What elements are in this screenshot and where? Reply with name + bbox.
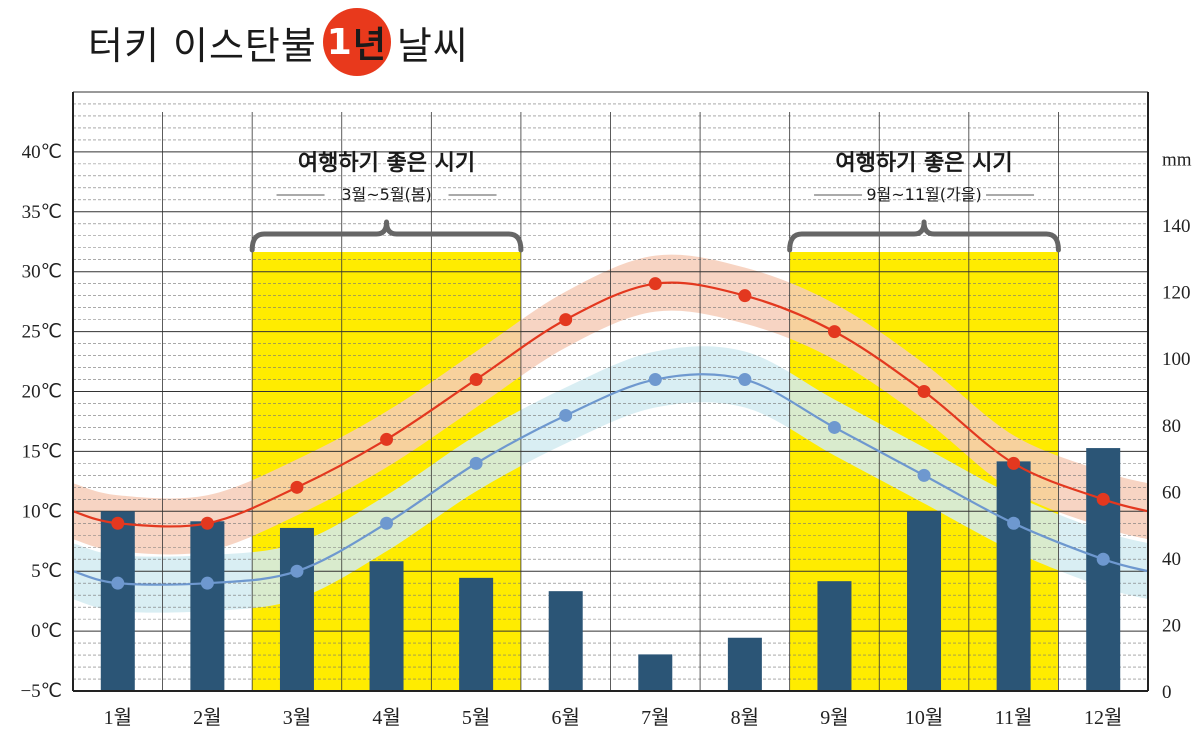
brace-bracket (249, 219, 524, 253)
precipitation-bar (1086, 448, 1121, 691)
title-badge-text: 년 (352, 25, 387, 66)
title-prefix: 터키 이스탄불 (88, 23, 317, 68)
temperature-point (559, 313, 573, 327)
temperature-point (827, 420, 841, 434)
bar-layer (100, 448, 1121, 691)
month-tick-label: 1월 (104, 706, 132, 729)
month-tick-label: 4월 (372, 706, 400, 729)
temperature-point (380, 516, 394, 530)
month-tick-label: 9월 (820, 706, 848, 729)
title-suffix: 날씨 (396, 23, 469, 68)
month-tick-label: 6월 (552, 706, 580, 729)
precipitation-bar (727, 637, 762, 691)
temperature-point (1096, 492, 1110, 506)
left-tick-label: −5℃ (20, 681, 62, 702)
temperature-point (648, 277, 662, 291)
temperature-point (559, 408, 573, 422)
month-tick-label: 7월 (641, 706, 669, 729)
temperature-point (827, 325, 841, 339)
month-tick-label: 11월 (995, 706, 1033, 729)
temperature-point (111, 576, 125, 590)
precipitation-bar (100, 511, 135, 691)
precipitation-bar (638, 654, 673, 691)
month-tick-label: 2월 (193, 706, 221, 729)
left-tick-label: 0℃ (31, 621, 62, 642)
temperature-point (469, 373, 483, 387)
left-tick-label: 30℃ (22, 262, 62, 283)
right-tick-label: 0 (1162, 682, 1172, 703)
season-title: 여행하기 좋은 시기 (835, 151, 1012, 176)
left-tick-label: 5℃ (31, 561, 62, 582)
title-badge-number: 1 (326, 21, 353, 63)
temperature-point (917, 468, 931, 482)
right-tick-label: 20 (1162, 615, 1181, 636)
month-tick-label: 5월 (462, 706, 490, 729)
temperature-point (290, 564, 304, 578)
temperature-point (111, 516, 125, 530)
left-tick-label: 25℃ (22, 322, 62, 343)
precipitation-bar (369, 561, 404, 691)
right-axis-unit: mm (1162, 150, 1192, 171)
temperature-point (200, 576, 214, 590)
brace-bracket (787, 219, 1061, 253)
precipitation-bar (459, 577, 494, 691)
temperature-point (648, 373, 662, 387)
month-tick-label: 10월 (905, 706, 943, 729)
axis-layer: −5℃ 0℃ 5℃ 10℃ 15℃ 20℃ 25℃ 30℃ 35℃ 40℃ 0 20 40 60 80 100… (20, 92, 1192, 729)
annotation-layer: 여행하기 좋은 시기 3월~5월(봄) 여행하기 좋은 시기 9월~11월(가을) (249, 151, 1061, 253)
left-tick-label: 10℃ (22, 501, 62, 522)
temperature-point (469, 456, 483, 470)
temperature-point (917, 385, 931, 398)
grid-layer (73, 91, 1148, 692)
precipitation-bar (279, 527, 314, 691)
precipitation-bar (907, 511, 942, 691)
temperature-point (200, 516, 214, 530)
temperature-line (72, 281, 1149, 528)
season-subtitle: 9월~11월(가을) (866, 185, 981, 204)
left-tick-label: 20℃ (22, 382, 62, 403)
season-title: 여행하기 좋은 시기 (298, 151, 475, 176)
right-tick-label: 140 (1162, 216, 1191, 237)
precipitation-bar (548, 591, 583, 691)
temperature-point (1007, 456, 1021, 470)
line-layer (72, 277, 1149, 590)
right-tick-label: 60 (1162, 482, 1181, 503)
temperature-point (380, 432, 394, 446)
precipitation-bar (996, 461, 1031, 691)
precipitation-bar (817, 581, 852, 691)
month-tick-label: 8월 (731, 706, 759, 729)
temperature-point (1096, 552, 1110, 566)
temperature-point (290, 480, 304, 494)
right-tick-label: 40 (1162, 549, 1181, 570)
temperature-point (738, 373, 752, 387)
left-tick-label: 40℃ (22, 142, 62, 163)
left-tick-label: 35℃ (22, 202, 62, 223)
left-tick-label: 15℃ (22, 441, 62, 462)
temperature-point (738, 289, 752, 303)
precipitation-bar (190, 521, 225, 691)
right-tick-label: 100 (1162, 349, 1191, 370)
right-tick-label: 120 (1162, 283, 1191, 304)
right-tick-label: 80 (1162, 416, 1181, 437)
month-tick-label: 3월 (283, 706, 311, 729)
temperature-line (72, 373, 1149, 586)
month-tick-label: 12월 (1084, 706, 1122, 729)
temperature-point (1007, 516, 1021, 530)
season-subtitle: 3월~5월(봄) (341, 185, 431, 204)
